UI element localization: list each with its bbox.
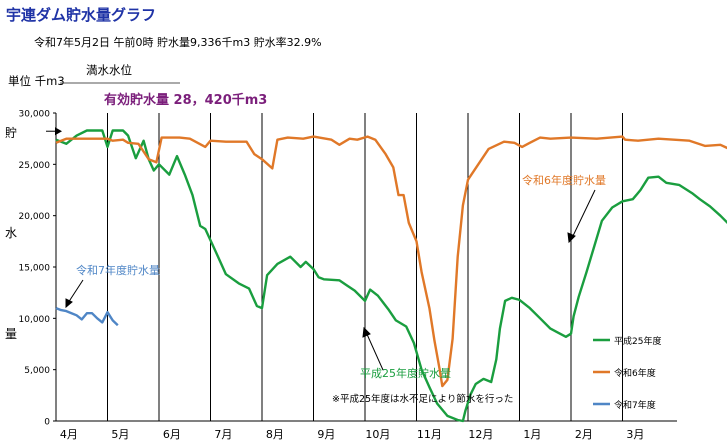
unit-label: 単位 千m3 — [8, 74, 65, 88]
x-tick-label: 10月 — [365, 428, 390, 441]
y-tick-label: 10,000 — [19, 315, 51, 325]
y-tick-label: 25,000 — [19, 161, 51, 171]
effective-capacity-label: 有効貯水量 28，420千m3 — [104, 93, 268, 108]
series-layer — [55, 129, 727, 423]
series-line-h25 — [55, 129, 727, 423]
x-tick-label: 5月 — [111, 428, 129, 441]
legend-label-r7: 令和7年度 — [614, 399, 656, 411]
x-tick-label: 12月 — [468, 428, 493, 441]
series-annotation-r7: 令和7年度貯水量 — [76, 263, 160, 277]
series-annotation-h25: 平成25年度貯水量 — [360, 366, 451, 380]
x-tick-label: 2月 — [575, 428, 593, 441]
y-axis-label-char: 貯 — [5, 126, 18, 140]
x-tick-label: 8月 — [266, 428, 284, 441]
series-annotation-r6: 令和6年度貯水量 — [522, 173, 606, 187]
y-tick-label: 30,000 — [19, 110, 51, 120]
x-tick-label: 9月 — [317, 428, 335, 441]
y-tick-label: 5,000 — [24, 366, 50, 376]
x-tick-label: 3月 — [626, 428, 644, 441]
axes-layer — [46, 112, 677, 422]
legend-label-h25: 平成25年度 — [614, 335, 661, 347]
full-level-label: 満水水位 — [86, 63, 132, 77]
y-tick-label: 15,000 — [19, 264, 51, 274]
status-line: 令和7年5月2日 午前0時 貯水量9,336千m3 貯水率32.9% — [34, 36, 322, 49]
y-axis-label-char: 量 — [5, 327, 18, 341]
y-tick-label: 20,000 — [19, 212, 51, 222]
x-tick-label: 1月 — [523, 428, 541, 441]
series-line-r7 — [55, 306, 119, 327]
drought-note: ※平成25年度は水不足により節水を行った — [332, 393, 513, 405]
full-level-arrowhead — [55, 127, 62, 136]
x-tick-label: 4月 — [60, 428, 78, 441]
x-tick-label: 7月 — [214, 428, 232, 441]
legend: 平成25年度 令和6年度 令和7年度 — [593, 335, 661, 411]
x-tick-label: 11月 — [417, 428, 442, 441]
labels-layer: 0 5,000 10,000 15,000 20,000 25,000 30,000 4月 5月… — [19, 110, 645, 442]
annotation-arrows — [65, 189, 596, 371]
grid-layer — [107, 113, 623, 421]
legend-label-r6: 令和6年度 — [614, 367, 656, 379]
y-tick-label: 0 — [44, 418, 50, 428]
series-line-r6 — [55, 135, 727, 388]
x-tick-label: 6月 — [163, 428, 181, 441]
page-title: 宇連ダム貯水量グラフ — [6, 6, 157, 24]
y-axis-label-char: 水 — [5, 226, 18, 240]
